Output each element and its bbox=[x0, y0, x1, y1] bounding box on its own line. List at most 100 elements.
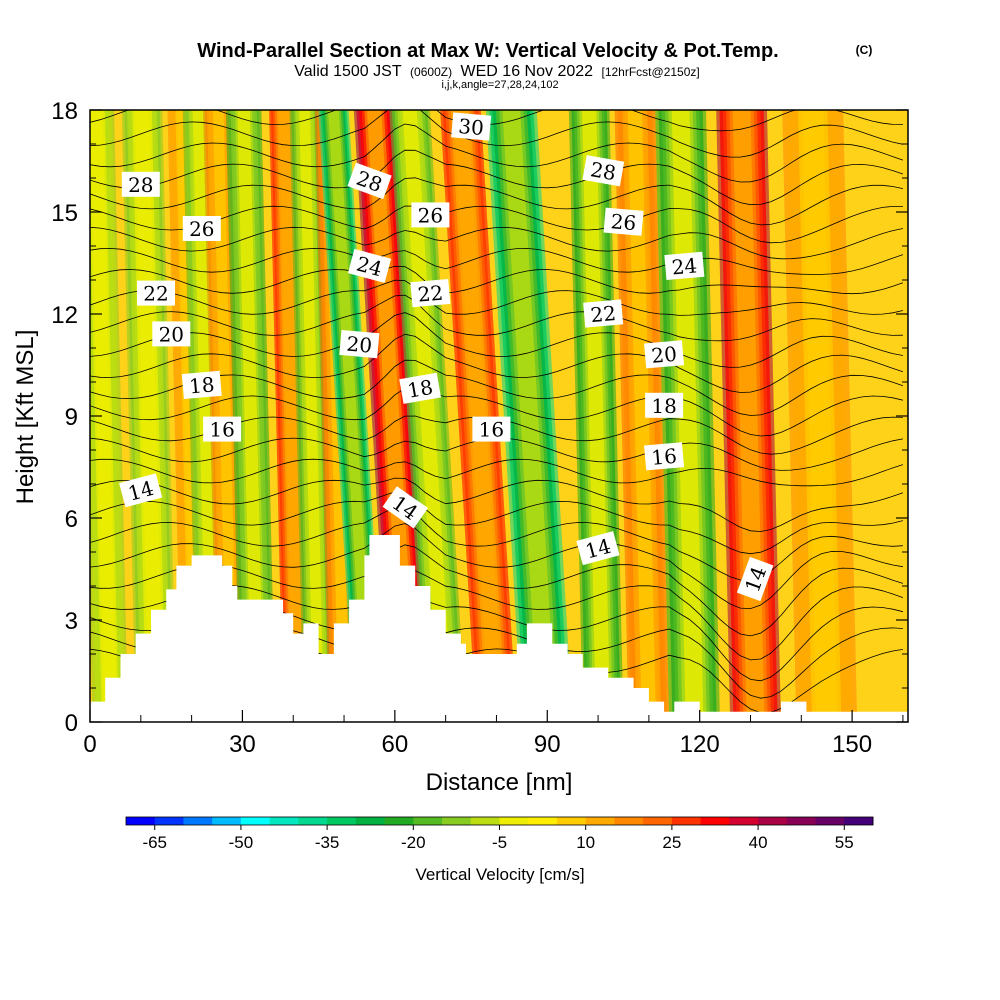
x-tick-label: 90 bbox=[534, 731, 561, 758]
theta-contour-line bbox=[90, 177, 903, 226]
contour-label-text: 30 bbox=[457, 114, 484, 140]
contour-label-text: 22 bbox=[143, 282, 168, 306]
contour-label-box bbox=[181, 370, 222, 400]
velocity-band bbox=[134, 110, 164, 722]
contour-label-box bbox=[736, 556, 774, 602]
velocity-band bbox=[802, 110, 838, 722]
theta-contour-label: 18 bbox=[181, 370, 222, 400]
theta-contour-line bbox=[90, 279, 903, 316]
contour-label-box bbox=[399, 372, 441, 404]
colorbar-tick-label: -20 bbox=[401, 833, 426, 852]
x-tick-label: 120 bbox=[680, 731, 720, 758]
y-tick-label: 15 bbox=[51, 200, 78, 227]
contour-label-text: 16 bbox=[479, 418, 504, 442]
colorbar-swatch bbox=[240, 817, 271, 825]
contour-label-box bbox=[182, 216, 221, 241]
contour-label-text: 24 bbox=[671, 253, 698, 279]
theta-contour-line bbox=[90, 491, 903, 555]
theta-contour-label: 18 bbox=[399, 372, 441, 404]
colorbar-swatch bbox=[355, 817, 386, 825]
terrain bbox=[90, 535, 908, 722]
contour-label-box bbox=[411, 202, 450, 228]
theta-contour-line bbox=[90, 333, 904, 393]
contour-label-text: 16 bbox=[650, 444, 677, 470]
velocity-band bbox=[278, 110, 304, 722]
colorbar-swatch bbox=[442, 817, 472, 825]
contour-label-box bbox=[339, 329, 380, 359]
colorbar-swatch bbox=[126, 817, 156, 825]
velocity-band bbox=[299, 110, 324, 722]
theta-contour-line bbox=[90, 110, 903, 158]
contour-label-box bbox=[119, 473, 163, 508]
velocity-band bbox=[627, 110, 656, 722]
theta-contour-label: 26 bbox=[411, 202, 450, 228]
colorbar-tick-label: -50 bbox=[229, 833, 254, 852]
contour-label-box bbox=[472, 416, 511, 442]
theta-contour-label: 26 bbox=[603, 207, 644, 236]
valid-utc: (0600Z) bbox=[410, 65, 452, 79]
contour-label-box bbox=[644, 442, 685, 471]
colorbar-tick-label: 55 bbox=[835, 833, 854, 852]
theta-contour-label: 14 bbox=[119, 473, 163, 508]
theta-contour-label: 16 bbox=[644, 442, 685, 471]
section-indices: i,j,k,angle=27,28,24,102 bbox=[441, 79, 558, 91]
theta-contour-line bbox=[90, 110, 903, 132]
x-axis-label: Distance [nm] bbox=[426, 769, 573, 796]
velocity-band bbox=[402, 110, 453, 722]
contour-label-box bbox=[582, 155, 625, 187]
velocity-band bbox=[453, 110, 504, 722]
velocity-column bbox=[90, 110, 129, 722]
colorbar-tick-label: 25 bbox=[662, 833, 681, 852]
velocity-band bbox=[237, 110, 264, 722]
y-tick-label: 3 bbox=[65, 608, 78, 635]
colorbar-swatch bbox=[585, 817, 615, 825]
contour-label-box bbox=[347, 162, 392, 200]
colorbar-swatch bbox=[671, 817, 702, 825]
y-axis-label: Height [Kft MSL] bbox=[12, 330, 39, 505]
y-tick-label: 9 bbox=[65, 404, 78, 431]
velocity-column bbox=[121, 110, 177, 722]
x-tick-label: 30 bbox=[229, 731, 256, 758]
y-tick-label: 18 bbox=[51, 98, 78, 125]
contour-label-box bbox=[644, 340, 685, 369]
colorbar-swatch bbox=[183, 817, 213, 825]
contour-label-text: 26 bbox=[189, 217, 214, 241]
colorbar-swatch bbox=[844, 817, 874, 825]
x-tick-label: 150 bbox=[832, 731, 872, 758]
theta-contour-label: 28 bbox=[582, 155, 625, 187]
colorbar-swatch bbox=[729, 817, 759, 825]
colorbar-tick-label: 10 bbox=[576, 833, 595, 852]
velocity-band bbox=[90, 110, 117, 722]
theta-contour-line bbox=[90, 312, 903, 368]
contour-label-text: 18 bbox=[651, 394, 676, 418]
colorbar: -65 -50 -35 -20 -5 10 25 40 55 bbox=[125, 816, 874, 852]
colorbar-title: Vertical Velocity [cm/s] bbox=[415, 865, 584, 884]
contour-label-text: 18 bbox=[406, 375, 435, 403]
colorbar-swatch bbox=[154, 817, 184, 825]
theta-contour-label: 22 bbox=[583, 299, 624, 328]
theta-contour-line bbox=[90, 247, 904, 275]
valid-line: Valid 1500 JST (0600Z) WED 16 Nov 2022 [… bbox=[294, 63, 699, 80]
colorbar-swatch bbox=[269, 817, 299, 825]
theta-contour-label: 26 bbox=[182, 216, 221, 241]
velocity-column bbox=[318, 110, 385, 722]
velocity-column bbox=[485, 110, 573, 722]
contour-label-box bbox=[152, 321, 191, 347]
x-tick-label: 0 bbox=[83, 731, 96, 758]
theta-contour-label: 22 bbox=[410, 278, 451, 308]
contour-label-text: 26 bbox=[610, 209, 637, 235]
contour-label-box bbox=[576, 531, 620, 566]
colorbar-swatch bbox=[384, 817, 414, 825]
colorbar-swatch bbox=[758, 817, 788, 825]
contour-label-text: 20 bbox=[650, 342, 677, 368]
contour-label-box bbox=[603, 207, 644, 236]
y-tick-label: 0 bbox=[65, 710, 78, 737]
velocity-column bbox=[389, 110, 466, 722]
theta-contour-label: 30 bbox=[451, 112, 492, 141]
colorbar-swatch bbox=[815, 817, 845, 825]
contour-label-box bbox=[451, 112, 492, 141]
theta-contour-line bbox=[90, 265, 904, 295]
theta-contour-line bbox=[90, 523, 903, 610]
